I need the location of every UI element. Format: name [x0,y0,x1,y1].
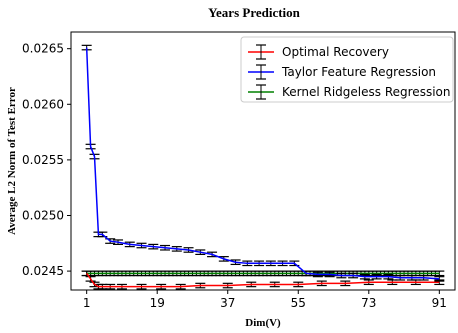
x-tick-label: 55 [291,296,306,310]
x-tick-label: 73 [361,296,376,310]
legend-box [240,36,454,103]
x-axis: 1 19 37 55 73 91 [83,290,447,310]
series-layer [81,44,445,290]
y-tick-label: 0.0255 [22,153,64,167]
legend: Optimal Recovery Taylor Feature Regressio… [240,36,454,103]
legend-label-taylor-feature-regression: Taylor Feature Regression [281,65,436,79]
y-tick-label: 0.0250 [22,208,64,222]
legend-label-optimal-recovery: Optimal Recovery [282,45,389,59]
y-tick-label: 0.0260 [22,97,64,111]
plot-area [70,31,456,291]
taylor-feature-regression-line [85,47,440,280]
series-0 [81,270,445,290]
chart-title: Years Prediction [208,5,301,20]
y-tick-label: 0.0245 [22,264,64,278]
y-axis-label: Average L2 Norm of Test Error [6,87,18,235]
x-tick-label: 1 [83,296,91,310]
y-tick-label: 0.0265 [22,42,64,56]
legend-label-kernel-ridgeless-regression: Kernel Ridgeless Regression [282,85,450,99]
x-tick-label: 91 [432,296,447,310]
optimal-recovery-line [86,272,440,288]
x-tick-label: 37 [220,296,235,310]
series-2 [81,270,445,277]
y-axis: 0.0245 0.0250 0.0255 0.0260 0.0265 [22,42,71,278]
series-1 [81,44,445,282]
x-axis-label: Dim(V) [245,317,281,329]
x-tick-label: 19 [150,296,165,310]
